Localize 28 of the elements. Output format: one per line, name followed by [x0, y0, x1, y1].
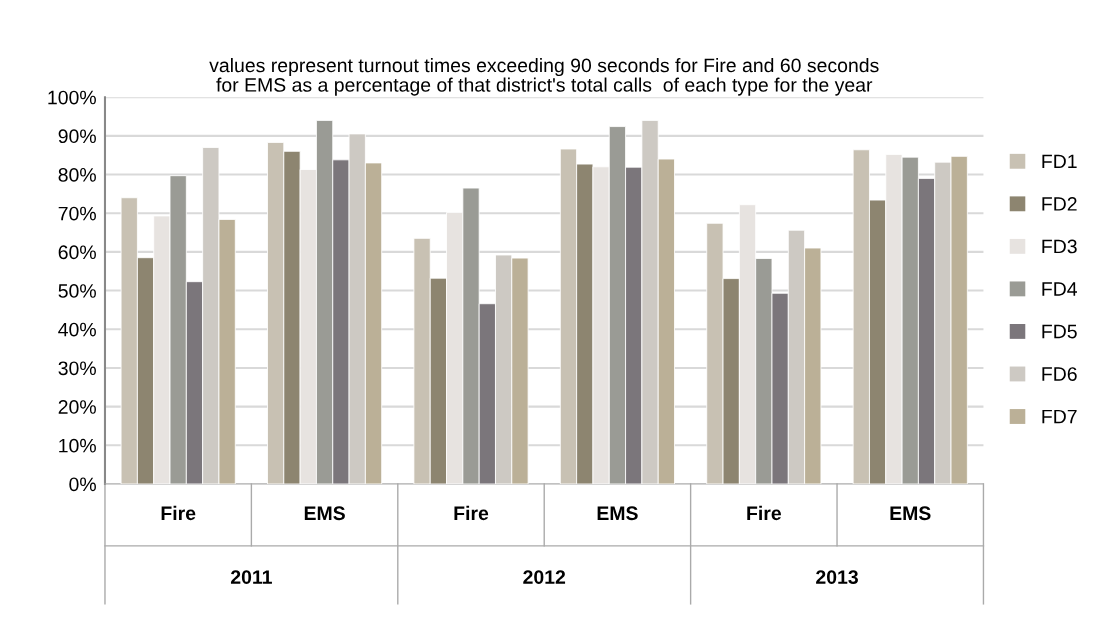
- legend-label: FD4: [1042, 282, 1078, 296]
- legend-label: FD1: [1042, 154, 1077, 169]
- y-tick-label: 0%: [69, 477, 96, 492]
- legend-label: FD7: [1042, 409, 1077, 424]
- legend-label: FD2: [1042, 197, 1077, 211]
- legend-label: FD3: [1042, 239, 1077, 254]
- legend-label: FD6: [1042, 367, 1077, 381]
- x-tick-label: Fire: [454, 505, 489, 521]
- chart-title: values represent turnout times exceeding 90 seconds for Fire and 60 seconds for EMS as a percentage of that district's total calls of each type for the year: [209, 57, 879, 96]
- x-tick-label: EMS: [597, 506, 638, 521]
- y-tick-label: 50%: [58, 284, 96, 298]
- x-tick-label: Fire: [747, 505, 781, 521]
- y-tick-label: 30%: [58, 361, 96, 376]
- y-tick-label: 70%: [58, 206, 96, 221]
- text: 2011: [230, 570, 272, 584]
- y-tick-label: 90%: [58, 129, 96, 144]
- x-tick-label: EMS: [304, 506, 345, 521]
- y-tick-label: 40%: [58, 322, 96, 337]
- x-tick-label: EMS: [890, 506, 931, 521]
- y-tick-label: 10%: [59, 438, 96, 453]
- x-tick-label: Fire: [161, 505, 196, 521]
- text: 2013: [816, 570, 858, 584]
- text: 2012: [523, 570, 566, 584]
- legend-label: FD5: [1042, 324, 1077, 339]
- y-tick-label: 80%: [58, 168, 96, 182]
- y-tick-label: 60%: [58, 245, 96, 260]
- y-tick-label: 20%: [58, 400, 96, 414]
- y-tick-label: 100%: [48, 90, 96, 105]
